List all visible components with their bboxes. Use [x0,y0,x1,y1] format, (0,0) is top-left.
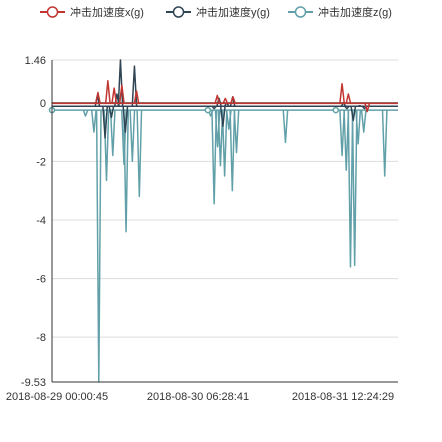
data-spike-17 [282,110,289,144]
data-spike-6 [123,110,130,233]
series-0 [52,80,398,113]
data-spike-20 [347,110,354,268]
data-spike-23 [360,110,367,133]
data-spike-9 [345,93,352,104]
legend-label: 冲击加速度z(g) [318,5,392,19]
data-spike-10 [364,103,371,113]
data-spike-7 [230,96,236,104]
y-tick-label-0: 1.46 [25,55,46,67]
data-spike-16 [233,110,240,154]
data-spike-9 [219,106,226,127]
data-spike-15 [229,110,236,192]
data-spike-12 [217,110,224,167]
data-spike-4 [133,90,140,104]
data-spike-7 [129,110,136,163]
x-tick-label-2: 2018-08-31 12:24:29 [292,391,394,403]
data-spike-7 [211,105,217,110]
data-point-marker-2 [332,106,340,114]
chart-legend[interactable]: 冲击加速度x(g) 冲击加速度y(g) 冲击加速度z(g) [40,5,392,19]
data-spike-2 [111,87,118,104]
data-spike-22 [355,110,362,145]
data-spike-5 [122,106,129,133]
data-spike-13 [344,105,350,110]
chart-axes [51,60,398,383]
data-spike-13 [221,110,228,177]
data-spike-10 [211,110,218,205]
data-spike-6 [222,97,229,104]
x-tick-label-1: 2018-08-30 06:28:41 [147,391,249,403]
legend-item-0[interactable]: 冲击加速度x(g) [40,5,144,19]
legend-circle-icon [46,6,59,18]
data-spike-1 [90,110,97,133]
data-spike-1 [104,80,111,104]
data-spike-5 [214,94,221,104]
data-spike-2 [95,110,102,383]
y-tick-label-1: 0 [40,98,46,110]
series-1 [52,59,398,139]
data-spike-1 [102,106,109,139]
data-point-marker-1 [204,106,212,114]
legend-item-2[interactable]: 冲击加速度z(g) [288,5,392,19]
legend-item-1[interactable]: 冲击加速度y(g) [166,5,270,19]
y-tick-label-5: -8 [36,332,46,344]
x-tick-label-0: 2018-08-29 00:00:45 [6,391,108,403]
legend-label: 冲击加速度x(g) [70,5,144,19]
y-tick-label-4: -6 [36,274,46,286]
data-spike-18 [339,110,346,157]
legend-circle-icon [172,6,185,18]
data-spike-4 [109,110,116,157]
series-2 [52,109,398,383]
plot-area [48,59,398,383]
data-spike-8 [136,110,143,198]
x-axis-labels: 2018-08-29 00:00:45 2018-08-30 06:28:41 20… [6,391,394,403]
data-spike-15 [357,104,362,108]
data-spike-14 [350,106,357,122]
data-spike-0 [82,109,89,117]
data-spike-3 [118,84,125,104]
data-spike-19 [343,110,350,171]
legend-label: 冲击加速度y(g) [196,5,270,19]
legend-circle-icon [294,6,307,18]
y-tick-label-3: -4 [36,215,46,227]
data-spike-8 [339,82,346,104]
data-spike-24 [381,110,388,177]
data-spike-21 [351,110,358,267]
data-spike-0 [95,91,101,104]
data-spike-2 [108,106,115,119]
y-tick-label-6: -9.53 [21,377,46,389]
y-axis-labels: 1.46 0 -2 -4 -6 -8 -9.53 [21,55,46,389]
y-tick-label-2: -2 [36,156,46,168]
